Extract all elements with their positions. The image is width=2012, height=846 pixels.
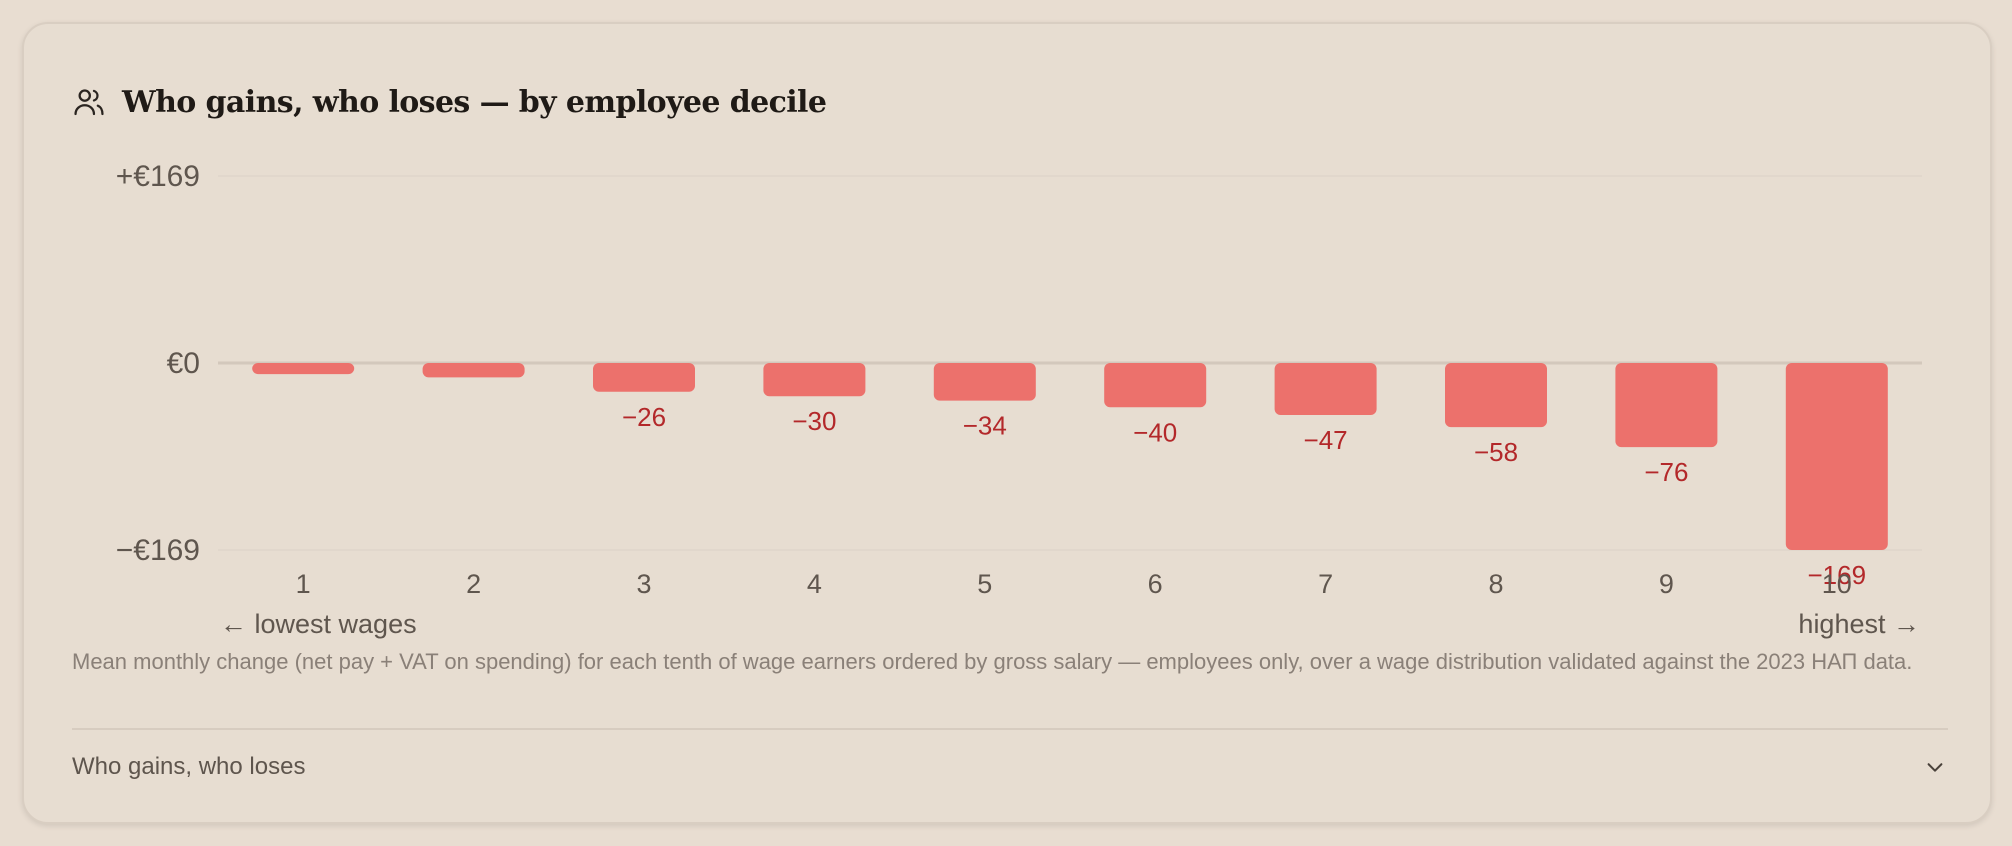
bar	[1445, 363, 1547, 428]
bar	[252, 363, 355, 375]
bar-value-label: −30	[792, 406, 836, 436]
bar	[593, 363, 695, 392]
bar-value-label: −34	[963, 411, 1007, 441]
x-tick-label: 7	[1318, 569, 1333, 599]
bar	[1785, 363, 1888, 550]
bar	[1615, 363, 1718, 448]
y-tick-label: €0	[167, 347, 200, 380]
chart-caption: Mean monthly change (net pay + VAT on sp…	[72, 649, 1913, 674]
y-tick-label: +€169	[116, 160, 200, 193]
x-tick-label: 1	[296, 569, 311, 599]
bar-value-label: −169	[1808, 560, 1867, 590]
users-icon	[72, 85, 106, 119]
y-tick-label: −€169	[116, 534, 200, 567]
bar	[763, 363, 866, 397]
chevron-down-icon[interactable]	[1922, 754, 1948, 780]
x-axis-note-high: highest →	[1798, 609, 1920, 639]
bar	[1274, 363, 1377, 416]
bar-value-label: −26	[622, 402, 666, 432]
divider	[72, 728, 1948, 730]
bar	[933, 363, 1036, 401]
bar-value-label: −58	[1474, 437, 1518, 467]
decile-chart-card: Who gains, who loses — by employee decil…	[22, 22, 1992, 824]
x-tick-label: 6	[1148, 569, 1163, 599]
x-tick-label: 5	[977, 569, 992, 599]
bar-value-label: −40	[1133, 417, 1177, 447]
bar	[1104, 363, 1207, 408]
x-tick-label: 9	[1659, 569, 1674, 599]
x-tick-label: 4	[807, 569, 822, 599]
chart-title: Who gains, who loses — by employee decil…	[122, 84, 827, 120]
accordion-toggle[interactable]: Who gains, who loses	[72, 742, 1948, 792]
bar-value-label: −47	[1304, 425, 1348, 455]
x-tick-label: 10	[1822, 569, 1852, 599]
decile-bar-chart: +€169 €0 −€169 1 2 −26 3 −30 4 −34 5 −40 6 −47 7 −58 8 −7…	[116, 160, 1922, 639]
card-header: Who gains, who loses — by employee decil…	[72, 80, 827, 124]
x-tick-label: 8	[1488, 569, 1503, 599]
bar-value-label: −76	[1644, 457, 1688, 487]
bar	[422, 363, 525, 378]
accordion-label: Who gains, who loses	[72, 753, 306, 780]
x-tick-label: 3	[636, 569, 651, 599]
x-axis-note-low: ← lowest wages	[220, 609, 417, 639]
x-tick-label: 2	[466, 569, 481, 599]
